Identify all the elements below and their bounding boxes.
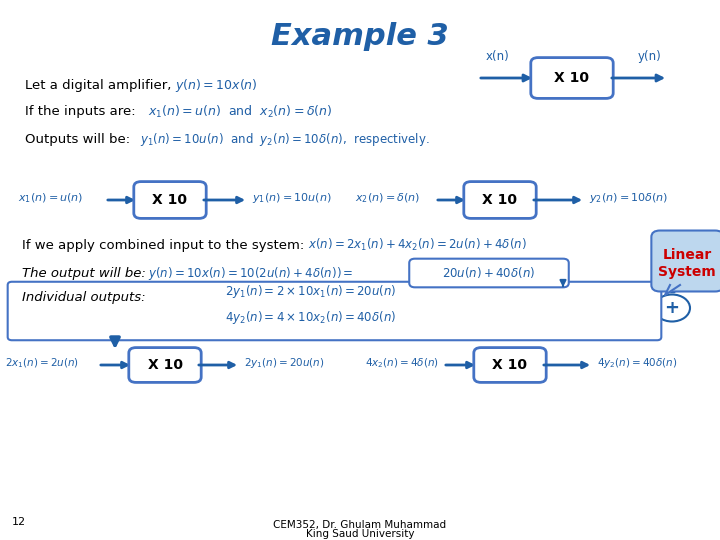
Text: System: System xyxy=(658,265,716,279)
Text: X 10: X 10 xyxy=(554,71,590,85)
Text: X 10: X 10 xyxy=(148,358,182,372)
Text: $y(n)=10x(n)$: $y(n)=10x(n)$ xyxy=(175,77,258,93)
Text: X 10: X 10 xyxy=(482,193,518,207)
FancyBboxPatch shape xyxy=(464,181,536,218)
Text: $y_1(n)=10u(n)$  and  $y_2(n)=10\delta(n)$,  respectively.: $y_1(n)=10u(n)$ and $y_2(n)=10\delta(n)$… xyxy=(140,132,430,148)
Text: $2x_1(n)=2u(n)$: $2x_1(n)=2u(n)$ xyxy=(5,356,79,370)
Text: $x_2(n)=\delta(n)$: $x_2(n)=\delta(n)$ xyxy=(355,191,420,205)
FancyBboxPatch shape xyxy=(8,282,662,340)
FancyBboxPatch shape xyxy=(531,58,613,98)
Text: 12: 12 xyxy=(12,517,26,527)
Text: $x_1(n)=u(n)$  and  $x_2(n)=\delta(n)$: $x_1(n)=u(n)$ and $x_2(n)=\delta(n)$ xyxy=(148,104,332,120)
Text: $4x_2(n)=4\delta(n)$: $4x_2(n)=4\delta(n)$ xyxy=(365,356,438,370)
Text: $x_1(n)=u(n)$: $x_1(n)=u(n)$ xyxy=(18,191,84,205)
Text: $2y_1(n)=20u(n)$: $2y_1(n)=20u(n)$ xyxy=(244,356,325,370)
FancyBboxPatch shape xyxy=(652,231,720,292)
Text: $2y_1(n)=2\times10x_1(n)=20u(n)$: $2y_1(n)=2\times10x_1(n)=20u(n)$ xyxy=(225,284,397,300)
Text: King Saud University: King Saud University xyxy=(306,529,414,539)
Text: Example 3: Example 3 xyxy=(271,22,449,51)
Text: y(n): y(n) xyxy=(638,50,662,63)
Polygon shape xyxy=(665,285,680,295)
Text: $4y_2(n)=40\delta(n)$: $4y_2(n)=40\delta(n)$ xyxy=(597,356,678,370)
Text: X 10: X 10 xyxy=(492,358,528,372)
Text: Let a digital amplifier,: Let a digital amplifier, xyxy=(25,78,171,91)
Text: $y_1(n)=10u(n)$: $y_1(n)=10u(n)$ xyxy=(252,191,331,205)
Text: If we apply combined input to the system:: If we apply combined input to the system… xyxy=(22,239,305,252)
Text: $y_2(n)=10\delta(n)$: $y_2(n)=10\delta(n)$ xyxy=(589,191,668,205)
Text: $y(n)=10x(n)=10(2u(n)+4\delta(n))=$: $y(n)=10x(n)=10(2u(n)+4\delta(n))=$ xyxy=(148,265,354,281)
Text: CEM352, Dr. Ghulam Muhammad: CEM352, Dr. Ghulam Muhammad xyxy=(274,520,446,530)
FancyBboxPatch shape xyxy=(129,348,201,382)
Text: X 10: X 10 xyxy=(153,193,187,207)
Text: If the inputs are:: If the inputs are: xyxy=(25,105,135,118)
FancyBboxPatch shape xyxy=(134,181,206,218)
Text: Outputs will be:: Outputs will be: xyxy=(25,133,130,146)
FancyBboxPatch shape xyxy=(409,259,569,287)
Text: $4y_2(n)=4\times10x_2(n)=40\delta(n)$: $4y_2(n)=4\times10x_2(n)=40\delta(n)$ xyxy=(225,309,396,327)
Text: $x(n)=2x_1(n)+4x_2(n)=2u(n)+4\delta(n)$: $x(n)=2x_1(n)+4x_2(n)=2u(n)+4\delta(n)$ xyxy=(308,237,526,253)
Text: The output will be:: The output will be: xyxy=(22,267,146,280)
Text: $20u(n)+40\delta(n)$: $20u(n)+40\delta(n)$ xyxy=(442,266,536,280)
Text: +: + xyxy=(665,299,680,317)
Text: Linear: Linear xyxy=(662,248,711,262)
Text: x(n): x(n) xyxy=(486,50,510,63)
FancyBboxPatch shape xyxy=(474,348,546,382)
Text: Individual outputs:: Individual outputs: xyxy=(22,292,145,305)
